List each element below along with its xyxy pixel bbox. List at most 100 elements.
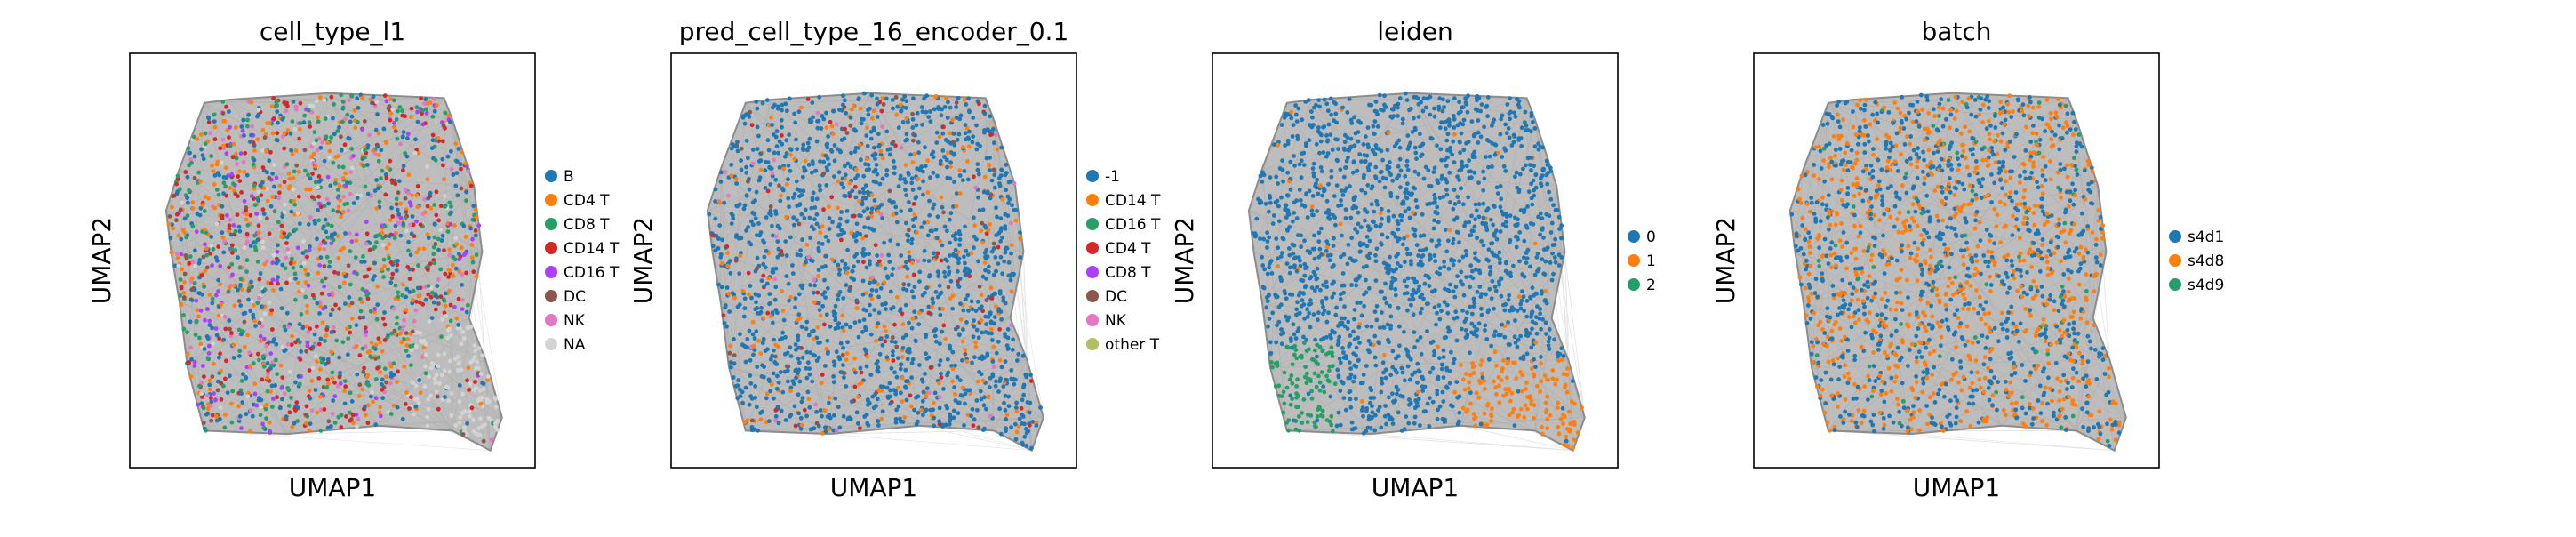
scatter-point [210,164,214,168]
scatter-point [337,205,341,210]
scatter-point [1384,301,1388,305]
scatter-point [770,224,774,228]
scatter-point [921,180,925,184]
scatter-point [879,203,884,207]
scatter-point [805,243,810,247]
scatter-point [297,137,301,141]
scatter-point [734,384,739,389]
scatter-point [442,177,446,181]
scatter-point [247,350,252,355]
scatter-point [285,128,290,132]
scatter-point [1530,203,1534,207]
scatter-point [436,237,441,242]
scatter-point [799,400,804,405]
scatter-point [889,290,893,294]
scatter-point [272,185,276,189]
scatter-point [262,212,267,216]
scatter-point [444,314,448,318]
scatter-point [420,123,425,127]
scatter-point [775,255,780,260]
legend-label: B [564,168,574,186]
scatter-point [338,375,342,380]
scatter-point [208,131,212,135]
scatter-point [259,339,263,343]
scatter-point [255,115,260,119]
scatter-point [440,317,444,322]
scatter-point [958,378,963,382]
scatter-point [428,319,432,324]
scatter-point [180,252,184,257]
scatter-point [476,366,481,371]
scatter-point [332,102,336,107]
scatter-point [1405,98,1410,102]
scatter-point [800,285,804,290]
scatter-point [1480,221,1484,226]
scatter-point [970,251,974,255]
scatter-point [734,233,739,237]
scatter-point [252,381,257,386]
scatter-point [1536,252,1540,256]
scatter-point [998,292,1003,296]
scatter-point [1011,348,1015,352]
scatter-point [811,196,815,201]
scatter-point [755,365,759,369]
scatter-point [366,421,371,425]
scatter-point [984,407,988,412]
scatter-point [1017,424,1021,429]
scatter-point [286,325,291,329]
scatter-point [1503,123,1508,127]
scatter-point [1288,160,1292,164]
scatter-point [946,100,950,105]
scatter-point [927,311,932,316]
scatter-point [857,213,861,218]
scatter-point [854,299,859,303]
scatter-point [837,222,842,227]
scatter-point [337,125,341,130]
scatter-point [933,391,938,396]
scatter-point [988,192,993,196]
scatter-point [430,316,435,320]
scatter-point [322,264,326,268]
scatter-point [732,353,737,357]
scatter-point [845,271,850,276]
scatter-point [384,381,388,385]
scatter-point [863,252,868,257]
scatter-point [887,260,892,264]
scatter-point [316,208,320,212]
scatter-point [1515,245,1519,250]
scatter-point [288,176,292,180]
scatter-point [1324,133,1329,138]
scatter-point [195,320,199,325]
scatter-point [1523,120,1527,124]
scatter-point [784,418,788,422]
scatter-point [759,306,764,310]
scatter-point [168,214,172,219]
scatter-point [853,176,858,180]
scatter-point [851,188,855,193]
scatter-point [222,426,227,430]
scatter-point [872,108,876,113]
scatter-point [440,120,444,124]
scatter-point [906,357,910,361]
scatter-point [1525,352,1530,357]
scatter-point [849,116,853,120]
scatter-point [775,374,780,379]
scatter-point [746,180,750,184]
scatter-point [865,125,869,130]
scatter-point [1335,183,1340,188]
scatter-point [975,408,980,413]
scatter-point [1514,376,1518,381]
scatter-point [946,116,950,120]
scatter-point [905,116,909,121]
scatter-point [1549,230,1554,235]
scatter-point [175,192,180,196]
scatter-point [870,395,875,399]
scatter-point [961,340,965,344]
scatter-point [480,424,484,429]
scatter-point [406,240,411,244]
scatter-point [286,342,291,347]
scatter-point [369,309,373,314]
scatter-point [1373,356,1378,360]
scatter-point [1370,187,1374,191]
scatter-point [421,212,426,216]
